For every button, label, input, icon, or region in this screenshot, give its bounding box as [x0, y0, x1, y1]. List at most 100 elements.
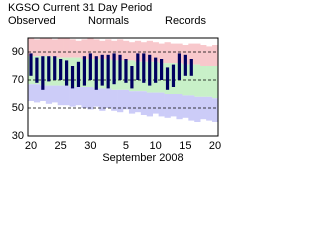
record-high-band [170, 43, 177, 64]
record-high-band [51, 39, 58, 58]
record-low-band [134, 91, 142, 113]
record-low-band [111, 89, 118, 111]
observed-bar [154, 57, 158, 83]
record-high-band [69, 39, 76, 58]
y-tick-label: 50 [12, 102, 24, 114]
record-high-band [81, 39, 88, 59]
x-tick-label: 15 [179, 140, 191, 152]
observed-bar [64, 60, 69, 86]
observed-bar [165, 67, 170, 90]
y-tick-label: 30 [12, 130, 24, 142]
observed-bar [171, 64, 176, 87]
observed-bar [94, 56, 98, 90]
x-tick-label: 20 [25, 140, 37, 152]
y-tick-label: 90 [12, 46, 24, 58]
record-high-band [45, 38, 53, 57]
observed-bar [100, 54, 104, 86]
record-high-band [200, 45, 207, 66]
observed-bar [177, 53, 182, 80]
observed-bar [136, 53, 140, 80]
record-low-band [146, 92, 153, 117]
record-low-band [51, 85, 58, 103]
observed-bar [88, 53, 92, 80]
observed-bar [70, 66, 75, 89]
record-low-band [182, 95, 189, 118]
observed-bar [183, 54, 187, 76]
record-low-band [164, 94, 171, 118]
x-tick-label: 5 [123, 140, 129, 152]
observed-bar [82, 56, 87, 86]
observed-bar [189, 59, 193, 76]
legend-entry: Observed [8, 15, 56, 27]
record-high-band [117, 39, 124, 61]
x-tick-label: 20 [209, 140, 221, 152]
record-high-band [75, 40, 82, 58]
record-low-band [81, 87, 88, 108]
legend-entry: Records [165, 15, 206, 27]
x-tick-label: 30 [84, 140, 96, 152]
observed-bar [130, 66, 134, 89]
legend-entry: Normals [88, 15, 129, 27]
record-high-band [57, 38, 64, 58]
observed-bar [159, 59, 164, 80]
record-low-band [170, 94, 177, 117]
record-high-band [188, 43, 195, 65]
normal-band [200, 66, 207, 97]
record-low-band [176, 94, 183, 120]
normal-band [212, 66, 219, 99]
record-high-band [194, 43, 201, 65]
observed-bar [106, 54, 110, 89]
record-high-band [105, 39, 112, 59]
normal-band [188, 64, 195, 96]
record-low-band [69, 87, 76, 107]
record-low-band [75, 87, 82, 106]
record-low-band [28, 84, 35, 101]
record-low-band [152, 92, 159, 114]
record-low-band [99, 88, 106, 111]
record-low-band [194, 96, 201, 122]
observed-bar [118, 54, 122, 80]
record-low-band [57, 85, 64, 106]
chart: KGSO Current 31 Day Period September 200… [8, 2, 221, 164]
record-low-band [33, 84, 41, 103]
x-tick-label: 25 [55, 140, 67, 152]
observed-bar [59, 59, 63, 80]
record-high-band [212, 45, 219, 66]
record-low-band [188, 95, 195, 121]
record-high-band [28, 38, 35, 57]
record-low-band [140, 91, 148, 115]
record-low-band [93, 88, 100, 107]
record-low-band [105, 88, 112, 108]
record-high-band [87, 38, 94, 59]
observed-bar [76, 61, 81, 87]
record-high-band [93, 39, 100, 59]
record-low-band [87, 87, 94, 110]
record-high-band [134, 40, 142, 62]
record-high-band [158, 43, 165, 64]
observed-bar [35, 57, 39, 83]
record-low-band [128, 91, 136, 114]
record-low-band [45, 85, 53, 104]
observed-bar [142, 53, 146, 83]
observed-bar [112, 53, 116, 85]
observed-bar [29, 53, 33, 76]
observed-bar [41, 56, 45, 90]
record-high-band [33, 39, 41, 57]
plot-frame [27, 37, 219, 137]
record-high-band [206, 46, 213, 66]
record-high-band [99, 40, 106, 59]
observed-bar [53, 56, 57, 80]
observed-bar [148, 54, 152, 86]
record-low-band [212, 98, 219, 122]
record-high-band [164, 42, 171, 64]
record-low-band [123, 89, 130, 110]
record-high-band [63, 38, 70, 58]
record-high-band [128, 42, 136, 61]
observed-bar [124, 59, 128, 83]
observed-bar [47, 56, 51, 82]
record-high-band [39, 38, 47, 57]
record-high-band [123, 40, 130, 61]
record-low-band [117, 89, 124, 113]
record-high-band [176, 43, 183, 64]
normal-band [206, 66, 213, 97]
